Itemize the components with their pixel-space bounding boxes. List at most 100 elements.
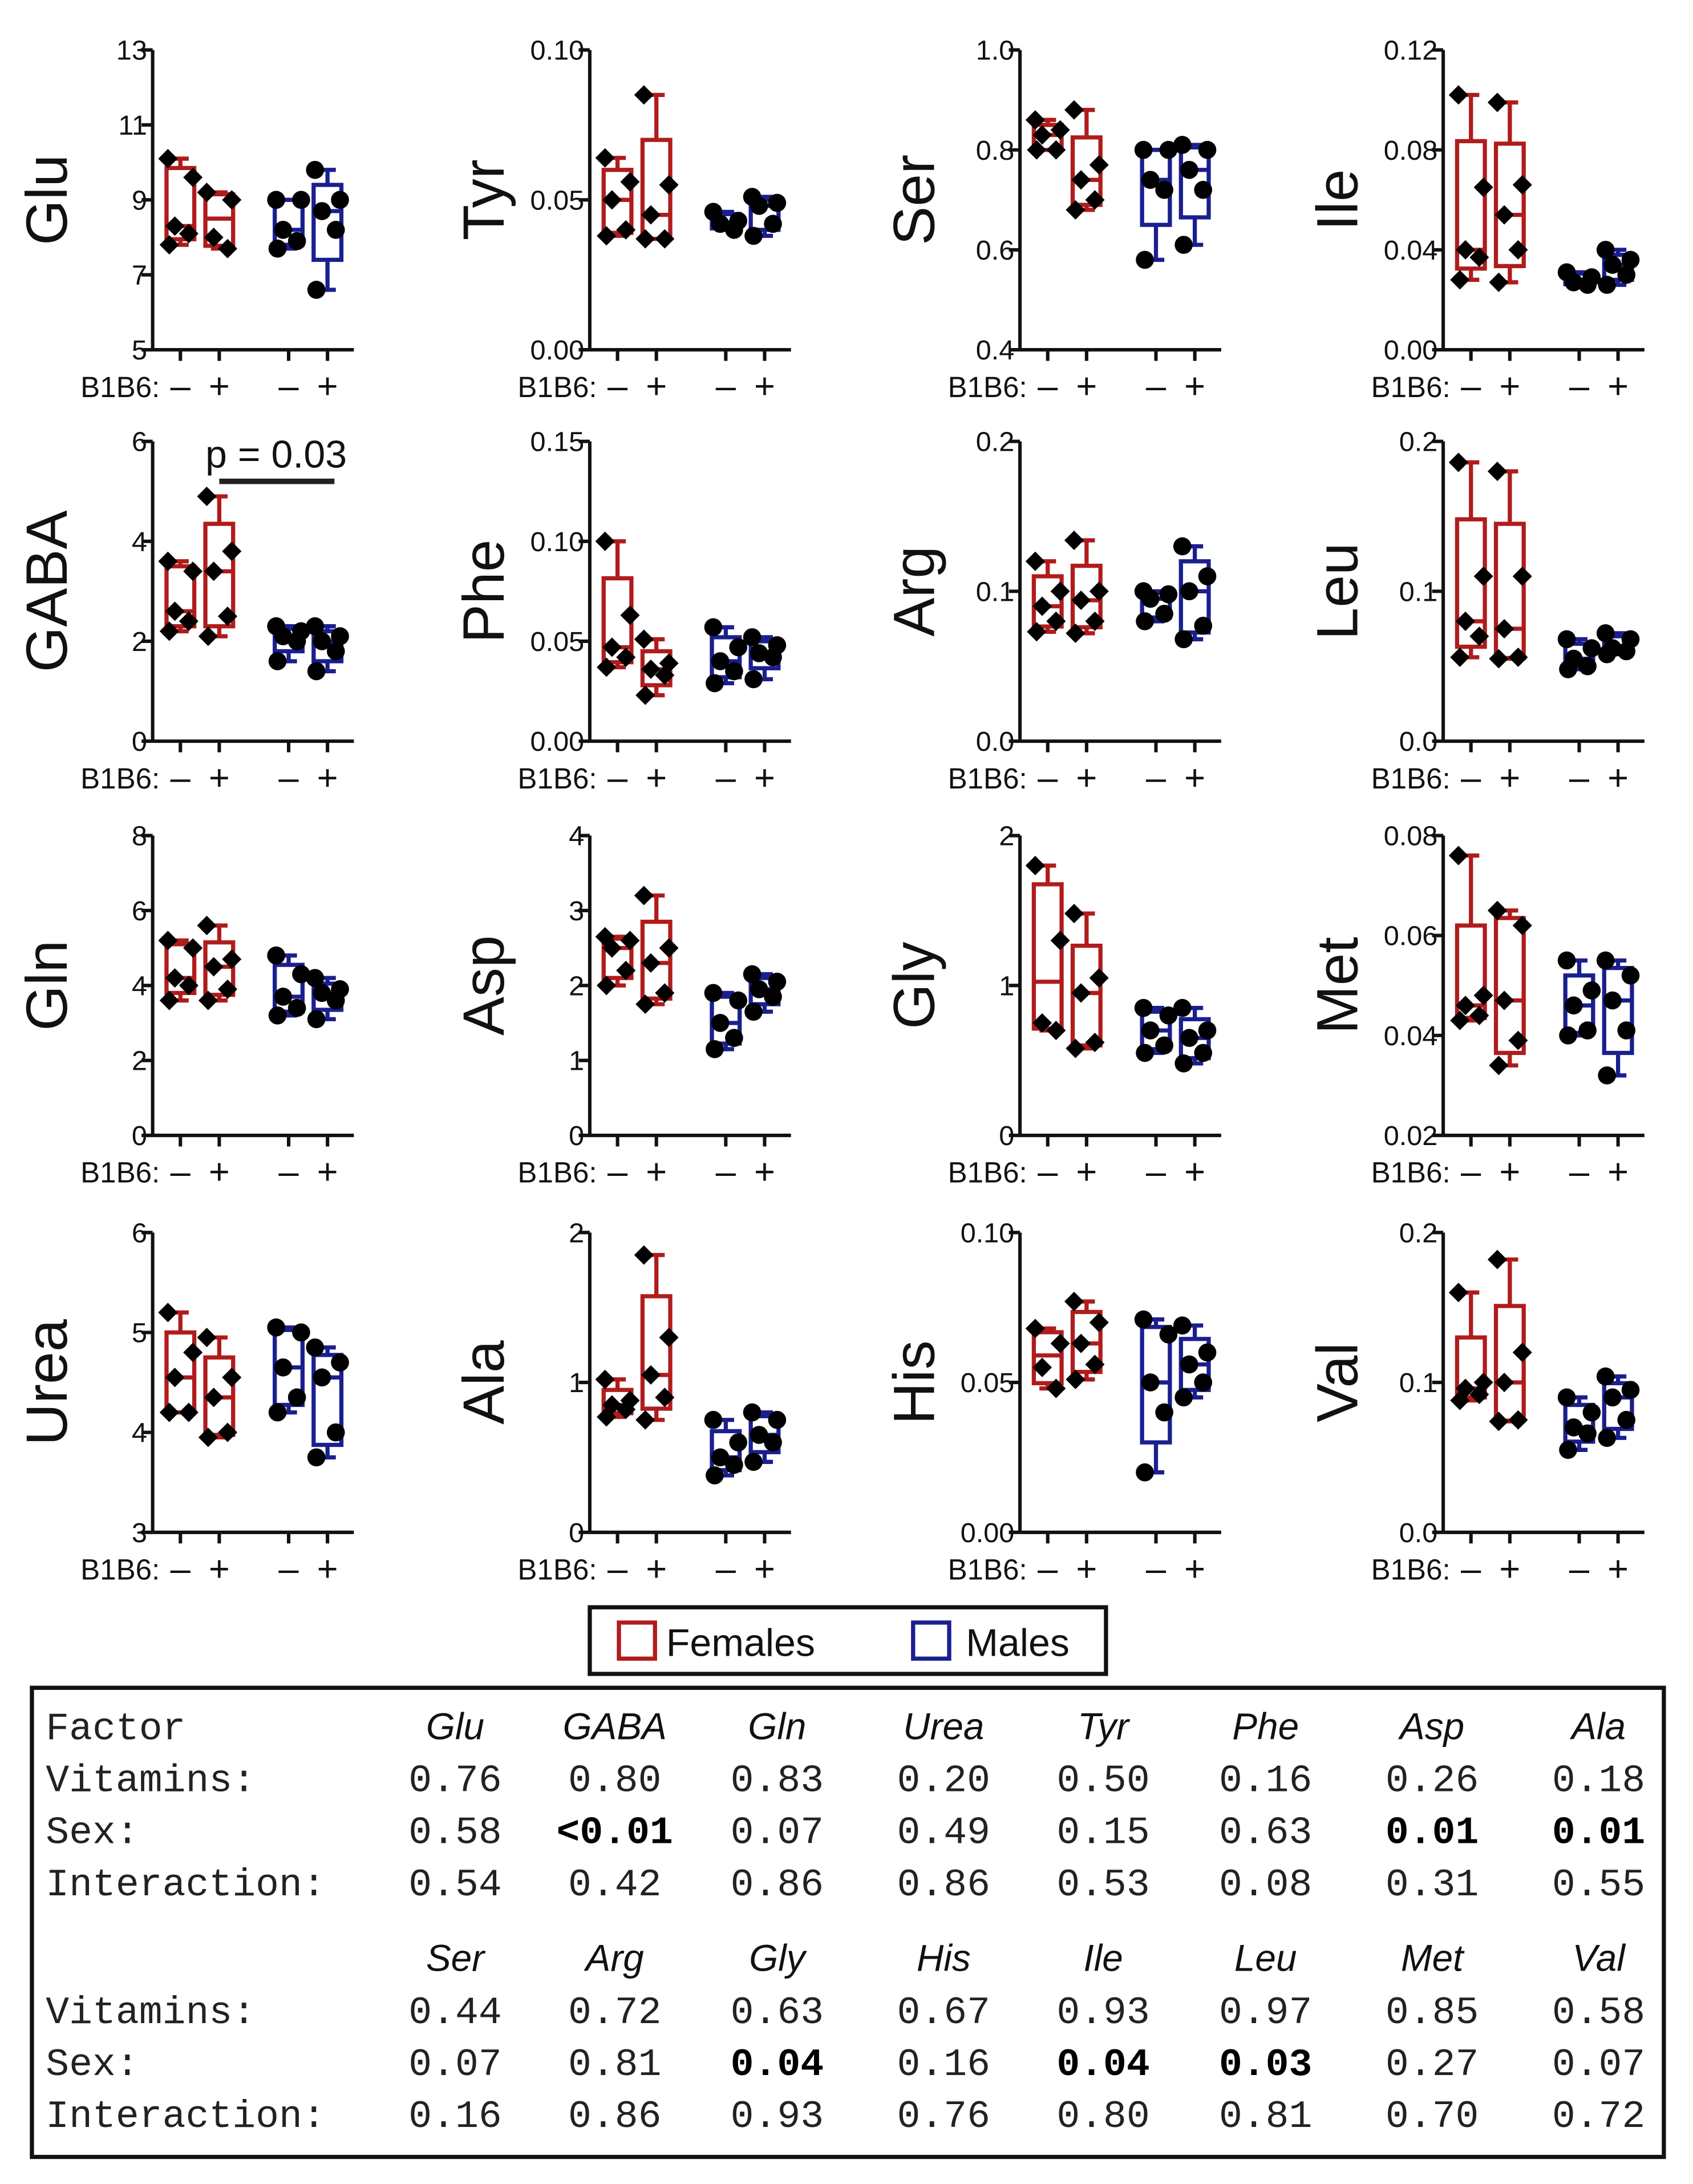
data-point — [267, 191, 285, 209]
y-tick-label: 0.15 — [530, 427, 585, 458]
box — [1178, 145, 1211, 220]
data-point — [725, 662, 743, 681]
data-point — [768, 1410, 787, 1429]
data-point — [222, 541, 242, 561]
box — [1493, 916, 1526, 1055]
data-point — [725, 221, 743, 239]
data-point — [1025, 551, 1045, 571]
y-tick-label: 0 — [569, 1121, 584, 1151]
box-males-minus — [1134, 140, 1178, 269]
data-point — [1134, 140, 1153, 159]
box-males-plus — [1596, 1367, 1640, 1447]
column-header: Gly — [749, 1938, 808, 1979]
data-point — [1578, 657, 1597, 676]
data-point — [1596, 241, 1615, 259]
data-point — [1198, 1343, 1217, 1362]
p-value-annotation: p = 0.03 — [205, 432, 347, 476]
x-tick-label: + — [1076, 1152, 1097, 1192]
data-point — [274, 988, 293, 1006]
data-point — [1180, 582, 1198, 601]
box-females-plus — [634, 85, 679, 249]
data-point — [1134, 998, 1153, 1017]
y-tick-label: 0.10 — [530, 35, 585, 66]
x-tick-label: + — [754, 1152, 775, 1192]
data-point — [1173, 1316, 1192, 1335]
column-header: Ala — [1569, 1705, 1626, 1747]
data-point — [1025, 110, 1045, 130]
column-header: Ile — [1083, 1938, 1123, 1979]
data-point — [744, 670, 763, 689]
data-point — [1564, 996, 1583, 1015]
box-males-minus — [267, 617, 310, 670]
data-point — [1596, 951, 1615, 970]
y-tick-label: 0 — [569, 1518, 584, 1548]
data-point — [743, 965, 762, 984]
data-point — [1173, 998, 1192, 1017]
y-tick-label: 9 — [132, 185, 147, 216]
x-tick-label: + — [1184, 1549, 1205, 1589]
column-header: Ser — [426, 1938, 486, 1979]
data-point — [158, 551, 178, 571]
table-cell: 0.07 — [1552, 2043, 1646, 2087]
data-point — [1621, 1381, 1640, 1400]
data-point — [1557, 951, 1576, 970]
data-point — [1582, 1403, 1601, 1422]
data-point — [1032, 1357, 1052, 1377]
data-point — [704, 984, 723, 1002]
x-tick-label: – — [607, 758, 628, 798]
data-point — [1136, 612, 1154, 630]
box-males-minus — [704, 1410, 748, 1485]
data-point — [1598, 1066, 1616, 1085]
data-point — [267, 946, 285, 965]
y-tick-label: 0.0 — [1399, 726, 1438, 757]
box-males-minus — [704, 203, 748, 239]
x-tick-label: + — [209, 758, 230, 798]
y-tick-label: 1 — [569, 1046, 584, 1077]
data-point — [1085, 1033, 1105, 1053]
y-tick-label: 0.2 — [1399, 1218, 1438, 1248]
data-point — [1066, 1038, 1086, 1058]
data-point — [750, 980, 768, 998]
group-label: B1B6: — [517, 1554, 597, 1586]
legend-swatch-females — [617, 1620, 657, 1661]
data-point — [729, 991, 748, 1010]
x-tick-label: – — [716, 1152, 736, 1192]
y-tick-label: 4 — [132, 527, 147, 557]
box-females-minus — [595, 148, 640, 246]
box — [1031, 882, 1064, 1031]
data-point — [274, 221, 293, 239]
y-tick-label: 3 — [569, 896, 584, 927]
y-tick-label: 4 — [132, 1418, 147, 1449]
x-tick-label: + — [1184, 758, 1205, 798]
data-point — [287, 232, 306, 250]
data-point — [597, 657, 617, 677]
column-header: Urea — [903, 1705, 984, 1747]
y-tick-label: 7 — [132, 260, 147, 291]
data-point — [1173, 537, 1192, 556]
y-axis-label: His — [881, 1340, 946, 1425]
data-point — [597, 226, 617, 246]
y-tick-label: 2 — [569, 970, 584, 1001]
data-point — [326, 1423, 345, 1442]
x-tick-label: + — [1499, 758, 1520, 798]
data-point — [1064, 904, 1084, 924]
y-tick-label: 2 — [569, 1218, 584, 1248]
data-point — [1032, 596, 1052, 616]
data-point — [1064, 100, 1084, 120]
box-males-minus — [1557, 1388, 1601, 1459]
data-point — [1489, 1055, 1509, 1075]
data-point — [1598, 276, 1616, 294]
data-point — [313, 632, 331, 650]
x-tick-label: + — [317, 758, 338, 798]
x-tick-label: – — [278, 1152, 299, 1192]
x-tick-label: – — [278, 366, 299, 406]
data-point — [1159, 140, 1178, 159]
data-point — [1032, 125, 1052, 145]
x-tick-label: + — [317, 1152, 338, 1192]
data-point — [1159, 585, 1178, 604]
x-tick-label: + — [1607, 758, 1629, 798]
